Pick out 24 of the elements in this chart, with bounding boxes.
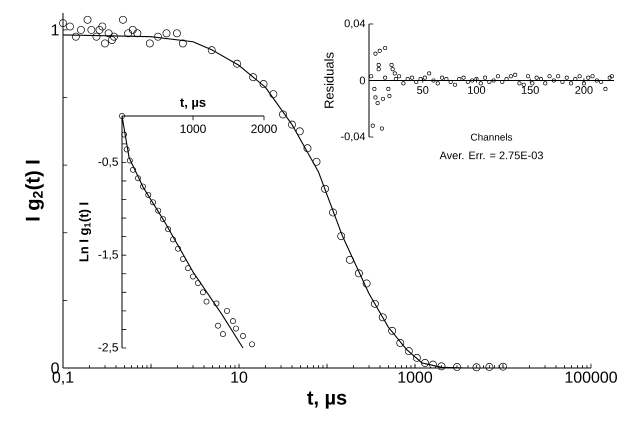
x-tick-label: 100000 xyxy=(566,372,617,383)
y-tick-label: 1 xyxy=(52,24,59,36)
y-tick-label: 0 xyxy=(360,76,366,84)
x-tick-label: 0,1 xyxy=(52,372,74,385)
x-tick-label: 1000 xyxy=(180,124,206,133)
y-axis-title: Ln I g$_{1}$(t) I xyxy=(78,202,92,262)
y-axis-title: Residuals xyxy=(324,52,334,108)
x-axis-title: t, µs xyxy=(307,392,346,409)
x-axis-title: Channels xyxy=(470,133,512,141)
x-axis-title: t, µs xyxy=(180,98,206,110)
x-tick-label: 50 xyxy=(417,86,428,94)
y-tick-label: -1,5 xyxy=(98,250,118,260)
x-tick-label: 100 xyxy=(468,86,486,94)
y-tick-label: -0,5 xyxy=(98,157,118,168)
y-axis-title: I g$_{2}$(t) I xyxy=(25,160,44,220)
x-tick-label: 150 xyxy=(522,86,539,94)
annotation: Aver. Err. = 2.75E-03 xyxy=(440,151,543,160)
x-tick-label: 10 xyxy=(231,372,248,383)
x-tick-label: 2000 xyxy=(251,124,277,133)
x-tick-label: 1000 xyxy=(398,372,432,383)
y-tick-label: 0,04 xyxy=(344,19,366,29)
y-tick-label: -0,04 xyxy=(340,132,366,142)
y-tick-label: -2,5 xyxy=(98,343,118,353)
x-tick-label: 200 xyxy=(575,86,593,94)
